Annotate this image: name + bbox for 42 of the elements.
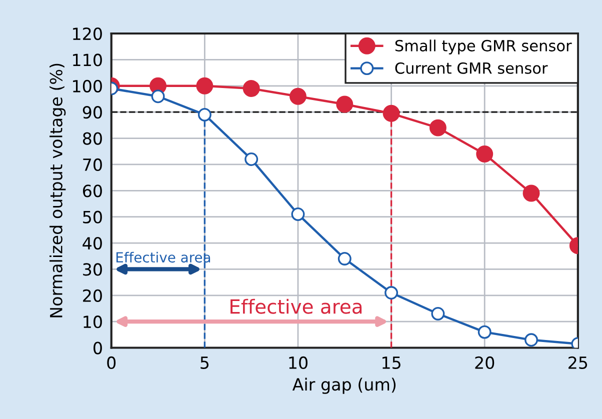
legend-label: Current GMR sensor: [395, 62, 548, 74]
y-tick-label: 60: [82, 184, 102, 198]
x-tick-label: 0: [107, 356, 116, 370]
x-tick-label: 25: [568, 356, 588, 370]
point: [198, 108, 212, 122]
y-tick-label: 20: [83, 289, 102, 302]
point: [478, 325, 492, 339]
x-tick-label: 20: [475, 356, 494, 370]
point: [524, 333, 538, 347]
y-axis-title: Normalized output voltage (%): [50, 64, 66, 318]
x-tick-label: 10: [289, 356, 308, 370]
y-tick-label: 0: [94, 342, 102, 354]
annotation: Effective area: [116, 252, 210, 263]
point: [476, 146, 494, 162]
y-tick-label: 90: [82, 106, 102, 119]
y-tick-label: 10: [84, 316, 102, 328]
legend-label: Small type GMR sensor: [395, 40, 572, 54]
y-tick-label: 110: [73, 54, 102, 66]
y-tick-label: 30: [83, 263, 102, 276]
point: [244, 152, 258, 166]
point: [242, 80, 260, 97]
y-tick-label: 70: [83, 158, 102, 172]
point: [382, 104, 400, 122]
point: [151, 90, 165, 104]
point: [196, 77, 214, 94]
x-tick-label: 5: [200, 356, 209, 370]
point: [291, 207, 305, 221]
point: [429, 119, 446, 136]
point: [338, 252, 352, 266]
y-tick-label: 120: [73, 27, 102, 40]
y-tick-label: 50: [83, 210, 102, 224]
point: [336, 96, 354, 113]
y-tick-label: 80: [82, 132, 102, 145]
x-tick-label: 15: [382, 356, 400, 370]
annotation: Effective area: [230, 298, 362, 314]
point: [384, 286, 398, 300]
y-tick-label: 100: [73, 80, 102, 92]
point: [431, 306, 445, 320]
x-axis-title: Air gap (um): [292, 378, 396, 394]
point: [290, 88, 306, 105]
point: [522, 184, 540, 202]
y-tick-label: 40: [82, 236, 102, 250]
